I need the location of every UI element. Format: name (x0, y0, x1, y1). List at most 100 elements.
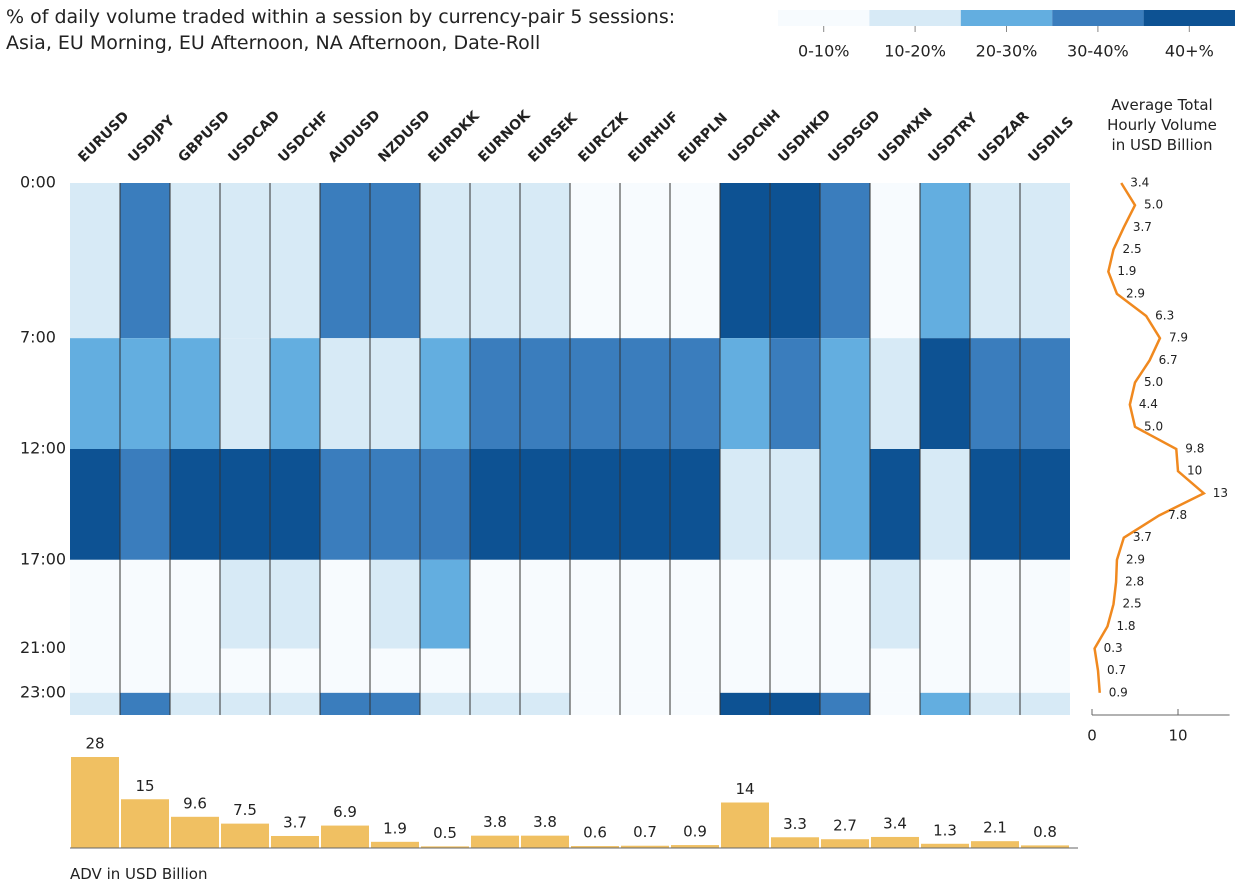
value-label: 7.9 (1169, 331, 1188, 345)
bar (271, 835, 319, 848)
bar-value-label: 3.8 (483, 813, 507, 831)
heat-cell (820, 648, 870, 693)
bar (371, 841, 419, 848)
heat-cell (470, 183, 520, 339)
heat-cell (870, 692, 920, 715)
legend-label: 40+% (1165, 42, 1214, 61)
heat-cell (420, 183, 470, 339)
bar-axis-label: ADV in USD Billion (70, 865, 208, 883)
bar (421, 846, 469, 848)
legend-swatch (869, 10, 961, 26)
heat-cell (320, 559, 370, 649)
heat-cell (670, 338, 720, 449)
column-label: EURPLN (675, 110, 731, 166)
y-tick-label: 7:00 (20, 328, 56, 347)
value-label: 1.9 (1117, 264, 1136, 278)
bar (771, 837, 819, 848)
y-tick-label: 12:00 (20, 439, 66, 458)
heat-cell (670, 648, 720, 693)
heat-cell (70, 648, 120, 693)
heat-cell (420, 692, 470, 715)
heat-cell (720, 338, 770, 449)
legend-swatch (960, 10, 1053, 26)
heat-cell (470, 559, 520, 649)
heat-cell (120, 692, 170, 715)
value-label: 0.7 (1107, 663, 1126, 677)
bar (471, 835, 519, 848)
heat-cell (570, 648, 620, 693)
heat-cell (820, 183, 870, 339)
heat-cell (320, 648, 370, 693)
heat-cell (570, 183, 620, 339)
heat-cell (120, 559, 170, 649)
heat-cell (570, 449, 620, 560)
bar (821, 839, 869, 848)
heat-cell (970, 692, 1020, 715)
value-label: 0.9 (1109, 685, 1128, 699)
bar (171, 816, 219, 848)
volume-line (1093, 182, 1207, 693)
bar (971, 841, 1019, 848)
heat-cell (220, 338, 270, 449)
value-label: 9.8 (1185, 442, 1204, 456)
heat-cell (820, 449, 870, 560)
heat-cell (920, 559, 970, 649)
column-label: USDCHF (275, 109, 332, 166)
heat-cell (970, 449, 1020, 560)
heat-cell (770, 183, 820, 339)
heat-cell (920, 449, 970, 560)
value-label: 6.3 (1155, 309, 1174, 323)
heat-cell (970, 559, 1020, 649)
heat-cell (120, 449, 170, 560)
heat-cell (870, 559, 920, 649)
heat-cell (570, 692, 620, 715)
heat-cell (70, 559, 120, 649)
heat-cell (470, 338, 520, 449)
value-label: 7.8 (1168, 508, 1187, 522)
heat-cell (370, 338, 420, 449)
column-label: GBPUSD (175, 108, 233, 166)
heat-cell (270, 449, 320, 560)
value-label: 2.9 (1126, 286, 1145, 300)
value-label: 2.5 (1123, 597, 1142, 611)
heat-cell (770, 449, 820, 560)
heat-cell (520, 338, 570, 449)
column-label: USDSGD (825, 107, 883, 165)
legend-swatch (1143, 10, 1235, 26)
heat-cell (520, 183, 570, 339)
heat-cell (770, 648, 820, 693)
column-label: EURCZK (575, 109, 632, 166)
x-tick-label: 10 (1168, 727, 1187, 745)
heat-cell (220, 559, 270, 649)
bar (671, 845, 719, 848)
heat-cell (370, 449, 420, 560)
heat-cell (970, 648, 1020, 693)
value-label: 10 (1187, 464, 1202, 478)
heat-cell (1020, 338, 1070, 449)
value-label: 13 (1213, 486, 1228, 500)
column-label: USDCAD (225, 108, 283, 166)
heat-cell (870, 449, 920, 560)
bar (871, 836, 919, 848)
heat-cell (320, 183, 370, 339)
value-label: 2.8 (1125, 575, 1144, 589)
heat-cell (170, 449, 220, 560)
heat-cell (520, 559, 570, 649)
heat-cell (670, 559, 720, 649)
heat-cell (420, 338, 470, 449)
legend-swatch (1052, 10, 1144, 26)
chart-title: % of daily volume traded within a sessio… (6, 6, 676, 28)
heat-cell (670, 449, 720, 560)
heat-cell (920, 692, 970, 715)
heat-cell (820, 559, 870, 649)
heat-cell (220, 449, 270, 560)
bar-value-label: 0.7 (633, 823, 657, 841)
heat-cell (370, 692, 420, 715)
heat-cell (720, 648, 770, 693)
heat-cell (170, 338, 220, 449)
bar (921, 843, 969, 848)
heat-cell (320, 449, 370, 560)
column-label: EURDKK (425, 108, 483, 166)
heat-cell (270, 338, 320, 449)
